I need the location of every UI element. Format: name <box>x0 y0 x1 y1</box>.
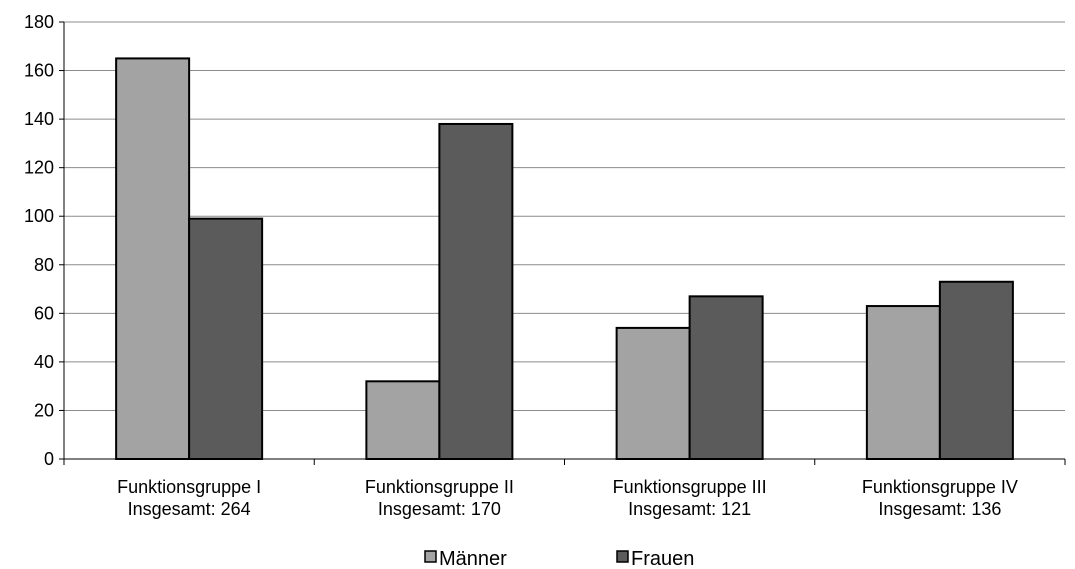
category-total-label: Insgesamt: 264 <box>128 499 251 519</box>
bar-frauen-1 <box>188 217 264 460</box>
y-tick-label: 20 <box>34 400 54 420</box>
legend-label: Frauen <box>631 548 694 569</box>
category-total-label: Insgesamt: 170 <box>378 499 501 519</box>
bar-frauen-2 <box>438 122 514 460</box>
legend-swatch <box>424 550 437 563</box>
bar-m-nner-2 <box>365 380 441 460</box>
bar-m-nner-3 <box>615 326 691 460</box>
axes <box>59 21 1066 465</box>
y-tick-label: 80 <box>34 255 54 275</box>
category-label: Funktionsgruppe III <box>613 477 767 497</box>
bar-frauen-4 <box>938 280 1014 460</box>
category-label: Funktionsgruppe IV <box>862 477 1018 497</box>
bar-m-nner-1 <box>115 57 191 461</box>
legend: Männer Frauen <box>424 548 694 569</box>
y-tick-label: 40 <box>34 352 54 372</box>
y-tick-label: 160 <box>24 61 54 81</box>
y-tick-label: 140 <box>24 109 54 129</box>
legend-swatch <box>616 550 629 563</box>
y-tick-label: 180 <box>24 12 54 32</box>
y-axis-ticks: 0 20 40 60 80 100 120 140 160 180 <box>24 12 54 469</box>
y-tick-label: 0 <box>44 449 54 469</box>
bar-m-nner-4 <box>865 305 941 460</box>
bar-frauen-3 <box>688 295 764 461</box>
y-tick-label: 60 <box>34 303 54 323</box>
legend-label: Männer <box>439 548 507 569</box>
category-label: Funktionsgruppe I <box>117 477 261 497</box>
category-total-label: Insgesamt: 121 <box>628 499 751 519</box>
y-tick-label: 120 <box>24 158 54 178</box>
category-total-label: Insgesamt: 136 <box>878 499 1001 519</box>
category-label: Funktionsgruppe II <box>365 477 514 497</box>
bars <box>115 57 1014 461</box>
y-tick-label: 100 <box>24 206 54 226</box>
